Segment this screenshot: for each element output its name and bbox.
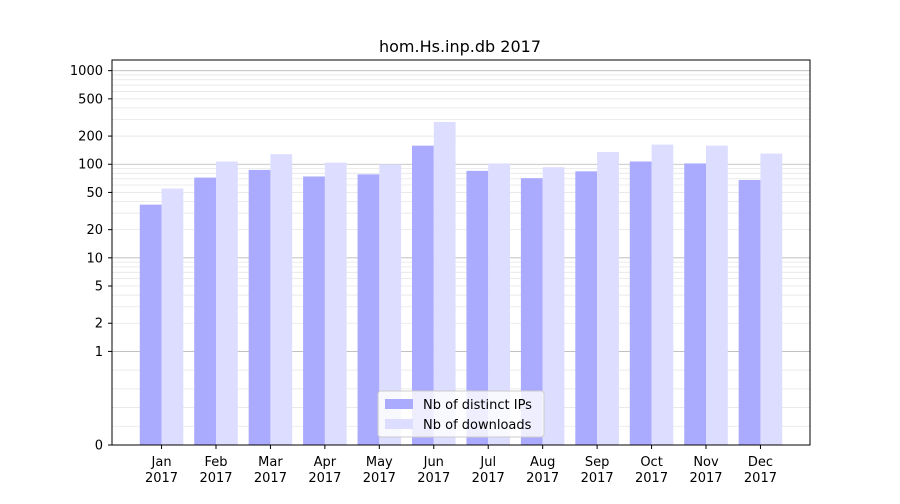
y-tick-label: 200: [78, 130, 103, 145]
bar: [684, 163, 707, 445]
bar: [215, 161, 238, 445]
bar: [194, 177, 216, 446]
x-tick-label-line: 2017: [199, 471, 232, 486]
bar: [270, 154, 293, 446]
bar: [139, 204, 162, 445]
x-tick-label: Aug 2017: [526, 455, 559, 486]
bar: [411, 145, 434, 445]
y-tick-label: 10: [86, 251, 103, 266]
bar: [161, 188, 184, 445]
legend-label: Nb of downloads: [423, 418, 532, 433]
x-tick-label-line: Jan: [151, 455, 172, 470]
y-tick-label: 0: [95, 439, 103, 454]
bar: [520, 178, 543, 445]
y-tick-label: 500: [78, 92, 103, 107]
bar: [738, 179, 761, 445]
x-tick-label-line: 2017: [254, 471, 287, 486]
bar: [542, 167, 565, 446]
x-tick-label: Nov 2017: [689, 455, 722, 486]
y-tick-label: 50: [86, 186, 103, 201]
x-tick-label: Mar 2017: [254, 455, 287, 486]
x-tick-label: Oct 2017: [635, 455, 668, 486]
bar: [324, 162, 347, 445]
x-tick-label-line: 2017: [417, 471, 450, 486]
legend-swatch: [385, 419, 413, 429]
x-tick-label-line: Jun: [423, 455, 444, 470]
bar: [575, 171, 598, 445]
bar: [433, 121, 456, 445]
y-tick-label: 1: [95, 345, 103, 360]
y-tick-label: 2: [95, 317, 103, 332]
bar: [379, 164, 402, 445]
x-tick-label-line: Apr: [314, 455, 337, 470]
y-tick-label: 5: [95, 280, 103, 295]
bar: [303, 176, 325, 446]
x-tick-label-line: 2017: [581, 471, 614, 486]
x-tick-label-line: Nov: [693, 455, 719, 470]
x-tick-label-line: 2017: [145, 471, 178, 486]
x-tick-label: Sep 2017: [581, 455, 614, 486]
x-tick-label-line: 2017: [472, 471, 505, 486]
x-tick-label: Jul 2017: [472, 455, 505, 486]
plot-frame: [111, 59, 811, 446]
x-tick-label-line: Mar: [258, 455, 283, 470]
x-tick-label-line: Dec: [748, 455, 773, 470]
x-tick-label: Dec 2017: [744, 455, 777, 486]
legend-swatch: [385, 399, 413, 409]
x-tick-label-line: 2017: [744, 471, 777, 486]
y-tick-label: 100: [78, 158, 103, 173]
y-tick-label: 1000: [70, 64, 103, 79]
x-tick-label: Feb 2017: [199, 455, 232, 486]
x-tick-label-line: May: [366, 455, 393, 470]
x-tick-label-line: 2017: [635, 471, 668, 486]
x-tick-label: Apr 2017: [308, 455, 341, 486]
x-tick-label-line: Jul: [479, 455, 496, 470]
bar: [597, 152, 619, 445]
bar: [629, 161, 652, 445]
legend: Nb of distinct IPs Nb of downloads: [377, 390, 545, 438]
bar: [248, 169, 271, 445]
x-tick-label: Jan 2017: [145, 455, 178, 486]
bar: [466, 170, 489, 446]
x-tick-label-line: Feb: [204, 455, 227, 470]
bar: [488, 163, 511, 445]
x-tick-label: May 2017: [363, 455, 396, 486]
x-tick-label-line: Sep: [585, 455, 610, 470]
x-tick-label-line: Oct: [640, 455, 662, 470]
x-tick-label-line: 2017: [526, 471, 559, 486]
bar: [357, 174, 380, 445]
x-tick-label-line: Aug: [530, 455, 555, 470]
x-tick-label: Jun 2017: [417, 455, 450, 486]
y-tick-label: 20: [86, 223, 103, 238]
x-tick-label-line: 2017: [308, 471, 341, 486]
chart-title: hom.Hs.inp.db 2017: [379, 37, 541, 56]
bars: [139, 121, 783, 446]
bar: [760, 153, 783, 446]
bar: [706, 145, 728, 445]
legend-label: Nb of distinct IPs: [423, 398, 532, 413]
x-tick-label-line: 2017: [363, 471, 396, 486]
legend-box: [377, 390, 545, 438]
x-tick-label-line: 2017: [689, 471, 722, 486]
bar: [651, 144, 674, 445]
